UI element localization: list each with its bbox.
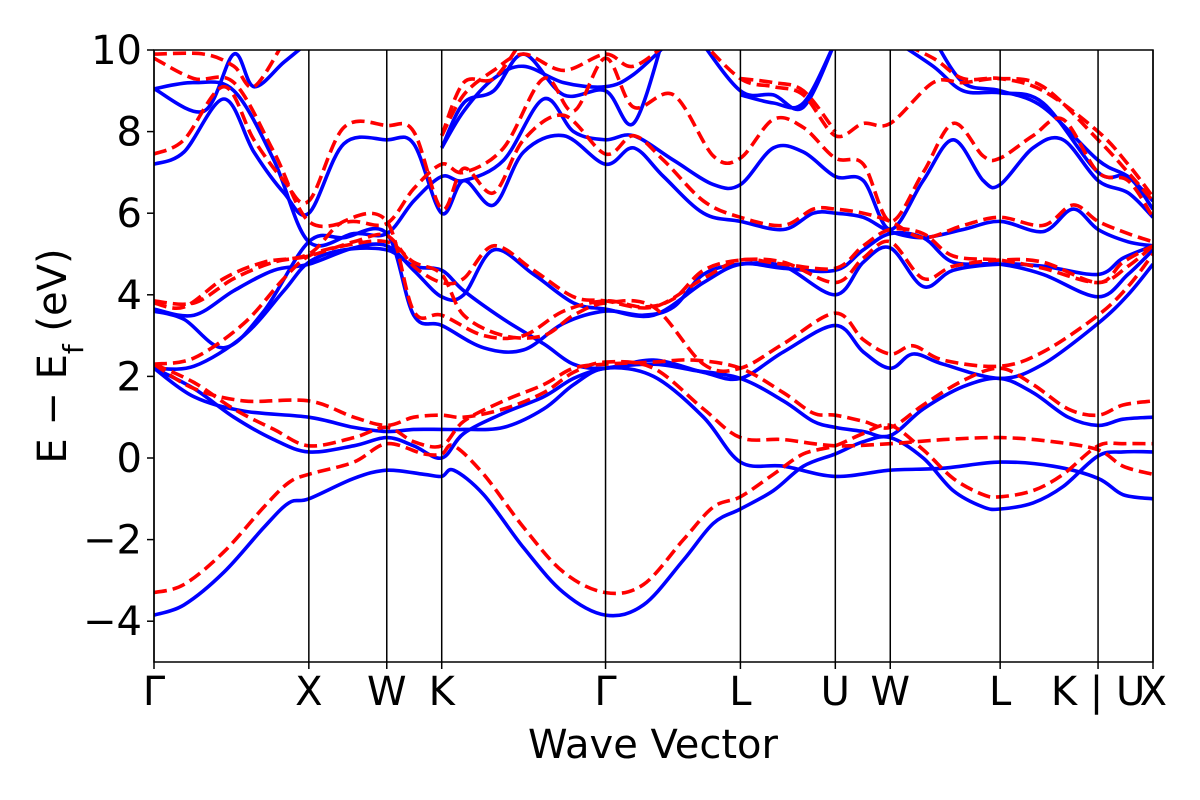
y-tick-label: 6 [117,191,142,237]
x-tick-label: Γ [594,669,617,715]
y-tick-label: 10 [91,28,142,74]
band-line [154,423,1153,596]
high-symmetry-lines [153,50,1154,662]
x-tick-label: X [1140,669,1167,715]
y-axis-title-unit: (eV) [30,248,76,344]
y-axis-title: E − Ef (eV) [30,248,90,463]
band-line [154,50,282,89]
band-series-0 [154,50,1153,618]
band-line [912,50,1153,198]
band-curves [154,50,1153,618]
x-tick-label: K | U [1051,669,1145,715]
band-line [440,50,518,137]
y-tick-label: 4 [117,273,142,319]
band-line [705,50,834,112]
y-tick-label: 0 [117,436,142,482]
band-line [154,56,1153,229]
x-tick-label: W [870,669,910,715]
band-line [707,50,1153,203]
band-line [154,226,1153,354]
x-tick-label: L [729,669,752,715]
x-tick-label: Γ [143,669,166,715]
band-line [154,365,1153,501]
band-line [154,239,1153,374]
band-line [154,80,1153,248]
y-tick-label: 8 [117,110,142,156]
band-line [440,50,662,137]
x-tick-label: L [989,669,1012,715]
y-axis-title-sub: f [57,343,90,354]
band-line [440,50,662,149]
band-line [905,50,1153,211]
y-axis-ticks: 10 8 6 4 2 0 −2 −4 [83,28,154,645]
band-line [154,211,1153,341]
y-tick-label: −2 [83,518,142,564]
y-axis-title-main: E − E [30,354,76,464]
x-tick-label: U [821,669,850,715]
x-axis-title: Wave Vector [528,722,779,768]
band-line [154,358,1153,449]
band-line [154,434,1153,618]
x-tick-label: K [429,669,457,715]
plot-frame [153,49,1154,663]
band-line [740,76,837,133]
band-line [154,226,1153,310]
y-tick-label: 2 [117,354,142,400]
band-line [154,97,1153,248]
x-tick-label: X [295,669,322,715]
band-line [739,50,834,110]
y-tick-label: −4 [83,599,142,645]
x-tick-label: W [367,669,407,715]
